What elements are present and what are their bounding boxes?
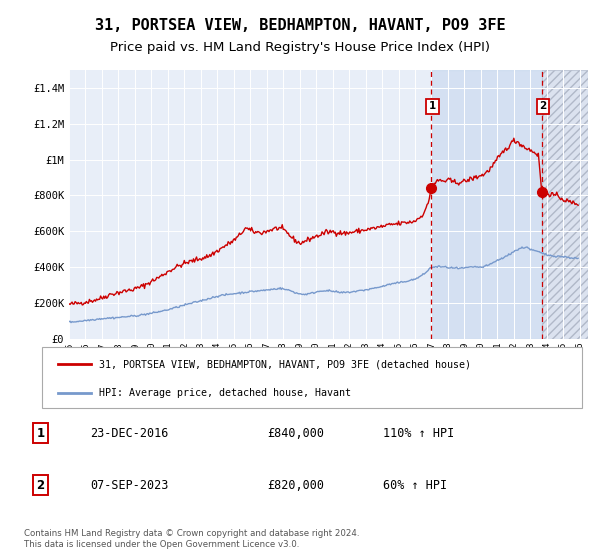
Text: Price paid vs. HM Land Registry's House Price Index (HPI): Price paid vs. HM Land Registry's House … [110, 40, 490, 54]
Text: 1: 1 [429, 101, 436, 111]
Text: 1: 1 [37, 427, 44, 440]
Bar [542, 70, 588, 339]
Bar [542, 70, 588, 339]
FancyBboxPatch shape [42, 347, 582, 408]
Text: £820,000: £820,000 [267, 479, 324, 492]
Bar [431, 70, 542, 339]
Text: 31, PORTSEA VIEW, BEDHAMPTON, HAVANT, PO9 3FE: 31, PORTSEA VIEW, BEDHAMPTON, HAVANT, PO… [95, 18, 505, 32]
Text: 31, PORTSEA VIEW, BEDHAMPTON, HAVANT, PO9 3FE (detached house): 31, PORTSEA VIEW, BEDHAMPTON, HAVANT, PO… [98, 359, 471, 369]
Text: Contains HM Land Registry data © Crown copyright and database right 2024.
This d: Contains HM Land Registry data © Crown c… [24, 529, 359, 549]
Text: 07-SEP-2023: 07-SEP-2023 [90, 479, 169, 492]
Text: £840,000: £840,000 [267, 427, 324, 440]
Text: 2: 2 [37, 479, 44, 492]
Text: HPI: Average price, detached house, Havant: HPI: Average price, detached house, Hava… [98, 388, 350, 398]
Text: 60% ↑ HPI: 60% ↑ HPI [383, 479, 447, 492]
Text: 2: 2 [539, 101, 547, 111]
Text: 110% ↑ HPI: 110% ↑ HPI [383, 427, 454, 440]
Text: 23-DEC-2016: 23-DEC-2016 [90, 427, 169, 440]
